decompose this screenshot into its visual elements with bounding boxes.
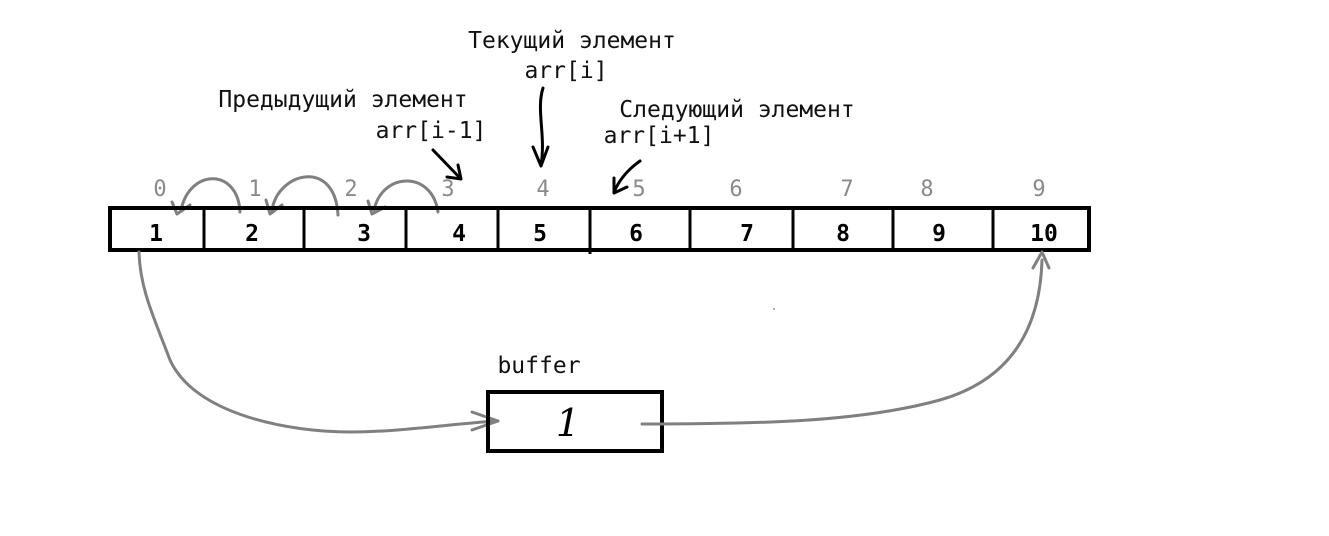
- next-element-title: Следующий элемент: [619, 97, 854, 123]
- to-buffer-arrow: [137, 250, 500, 434]
- index-row: 0 1 2 3 4 5 6 7 8 9: [153, 177, 1045, 202]
- current-element-arrow: [531, 86, 550, 168]
- previous-element-arrow: [431, 148, 463, 181]
- index-label: 3: [441, 177, 454, 202]
- index-label: 1: [248, 177, 261, 202]
- stray-dot: [773, 308, 775, 310]
- index-label: 9: [1032, 177, 1045, 202]
- array-cell-value: 10: [1030, 221, 1058, 247]
- previous-element-code: arr[i-1]: [376, 118, 487, 144]
- array-cell-value: 6: [629, 221, 643, 247]
- array-cell-value: 2: [245, 221, 259, 247]
- array-cell-value: 9: [932, 221, 946, 247]
- next-element-arrow: [612, 159, 642, 195]
- array-cell-value: 8: [836, 221, 850, 247]
- index-label: 2: [344, 177, 357, 202]
- array-box: [108, 206, 1091, 254]
- previous-element-title: Предыдущий элемент: [218, 87, 467, 113]
- array-values: 1 2 3 4 5 6 7 8 9 10: [149, 221, 1058, 247]
- buffer-box: [486, 390, 664, 453]
- buffer-label: buffer: [497, 353, 580, 379]
- array-cell-value: 5: [533, 221, 547, 247]
- from-buffer-arrow: [640, 250, 1051, 426]
- index-label: 6: [729, 177, 742, 202]
- current-element-code: arr[i]: [524, 58, 607, 84]
- next-element-code: arr[i+1]: [604, 123, 715, 149]
- index-label: 7: [840, 177, 853, 202]
- array-cell-value: 7: [740, 221, 754, 247]
- index-label: 8: [920, 177, 933, 202]
- current-element-title: Текущий элемент: [468, 28, 676, 54]
- index-label: 5: [632, 177, 645, 202]
- array-cell-value: 3: [357, 221, 371, 247]
- array-cell-value: 1: [149, 221, 163, 247]
- array-cell-value: 4: [452, 221, 466, 247]
- index-label: 4: [536, 177, 549, 202]
- buffer-value: 1: [556, 401, 580, 445]
- index-label: 0: [153, 177, 166, 202]
